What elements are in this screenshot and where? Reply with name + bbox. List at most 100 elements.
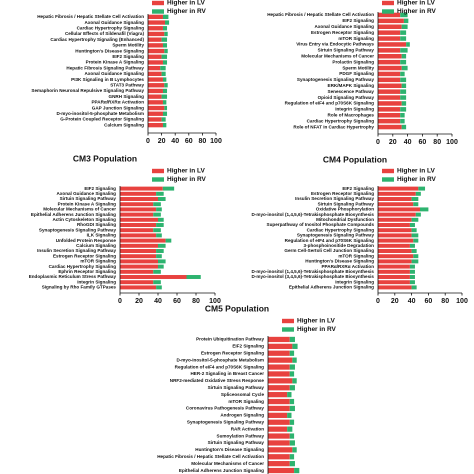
bar-segment [413,202,419,207]
bar-segment [164,31,168,37]
category-label: mTOR Signaling [80,259,116,264]
category-label: Axonal Guidance Signaling [57,191,117,196]
bar-segment [120,254,157,259]
bar-segment [120,202,154,207]
x-tick-label: 40 [154,298,162,305]
category-label: Molecular Mechanisms of Cancer [301,53,374,58]
bar-segment [120,207,157,212]
bar-segment [289,350,295,356]
legend-label: Higher in LV [167,168,205,175]
legend-label: Higher in LV [397,168,435,175]
bar-segment [406,42,410,47]
bar-segment [156,207,162,212]
x-tick-label: 0 [118,298,122,305]
bar-segment [378,42,407,47]
category-label: Cardiac Hypertrophy Signaling (Enhanced) [50,37,144,42]
bar-segment [120,228,154,233]
bar-segment [158,243,166,248]
category-label: EIF2 Signaling [342,18,374,23]
bar-segment [268,343,293,349]
category-label: Role of NFAT in Cardiac Hypertrophy [293,124,374,129]
bar-segment [400,113,405,118]
bar-segment [378,254,414,259]
bar-segment [378,202,414,207]
category-label: Unfolded Protein Response [56,238,117,243]
category-label: Integrin Signaling [335,107,374,112]
bar-segment [148,60,163,65]
category-label: Estrogen Receptor Signaling [53,253,116,258]
category-label: Axonal Guidance Signaling [85,71,145,76]
bar-segment [148,54,162,59]
x-tick-label: 80 [199,138,207,145]
bar-segment [148,77,163,82]
category-label: ERK/MAPK Signaling [328,83,375,88]
bar-segment [161,117,166,122]
bar-segment [378,217,412,222]
legend-label: Higher in RV [167,176,207,183]
category-label: mTOR Signaling [338,36,374,41]
category-label: EIF2 Signaling [112,54,144,59]
bar-segment [120,191,157,196]
bar-segment [162,186,175,191]
category-label: Senescence Pathway [328,89,375,94]
bar-segment [401,101,407,106]
legend-label: Higher in RV [167,8,207,15]
category-label: Epithelial Adherens Junction Signaling [289,285,374,290]
bar-segment [415,191,421,196]
bar-segment [148,105,165,111]
bar-segment [162,14,169,20]
bar-segment [378,54,402,59]
bar-segment [268,398,290,405]
bar-segment [378,285,412,290]
bar-segment [148,20,165,25]
bar-segment [378,101,402,106]
category-label: 3-phosphoinositide Degradation [304,243,375,248]
bar-segment [400,59,407,65]
bar-segment [156,285,162,290]
bar-segment [148,14,163,20]
bar-segment [378,186,419,191]
category-label: Regulation of eIF4 and p70S6K Signaling [285,101,375,106]
bar-segment [415,212,421,217]
bar-segment [409,269,415,274]
bar-segment [378,65,402,71]
bar-segment [156,191,164,196]
bar-segment [289,419,295,425]
bar-segment [156,254,162,259]
bar-segment [378,280,410,285]
bar-segment [400,71,405,77]
category-label: Sperm Motility [112,43,144,48]
legend-swatch [282,327,294,332]
bar-segment [268,454,290,460]
category-label: G-Protein Coupled Receptor Signaling [60,117,144,122]
x-tick-label: 40 [404,139,412,146]
bar-segment [120,280,154,285]
category-label: mTOR Signaling [338,253,374,258]
bar-segment [400,95,407,100]
category-label: Superpathway of Inositol Phosphate Compo… [267,222,375,227]
legend-label: Higher in RV [397,176,437,183]
bar-segment [287,412,292,418]
bar-segment [294,467,300,474]
bar-segment [418,186,426,191]
category-label: Protein Kinase A Signaling [58,201,117,206]
x-tick-label: 100 [456,298,468,305]
bar-segment [120,264,158,269]
bar-segment [400,36,407,41]
x-tick-label: 60 [185,138,193,145]
category-label: Sirtuin Signaling Pathway [318,48,375,53]
x-tick-label: 40 [171,138,179,145]
x-tick-label: 80 [441,298,449,305]
category-label: Sirtuin Signaling Pathway [60,196,117,201]
category-label: Estrogen Receptor Signaling [201,350,264,355]
bar-segment [165,20,170,25]
category-label: Spliceosomal Cycle [221,392,265,397]
chart-title: CM5 Population [205,303,269,313]
bar-segment [268,378,293,384]
bar-segment [409,275,415,279]
bar-segment [289,336,295,343]
bar-segment [148,26,163,31]
bar-segment [378,259,412,264]
bar-segment [378,83,402,88]
x-tick-label: 40 [408,298,416,305]
